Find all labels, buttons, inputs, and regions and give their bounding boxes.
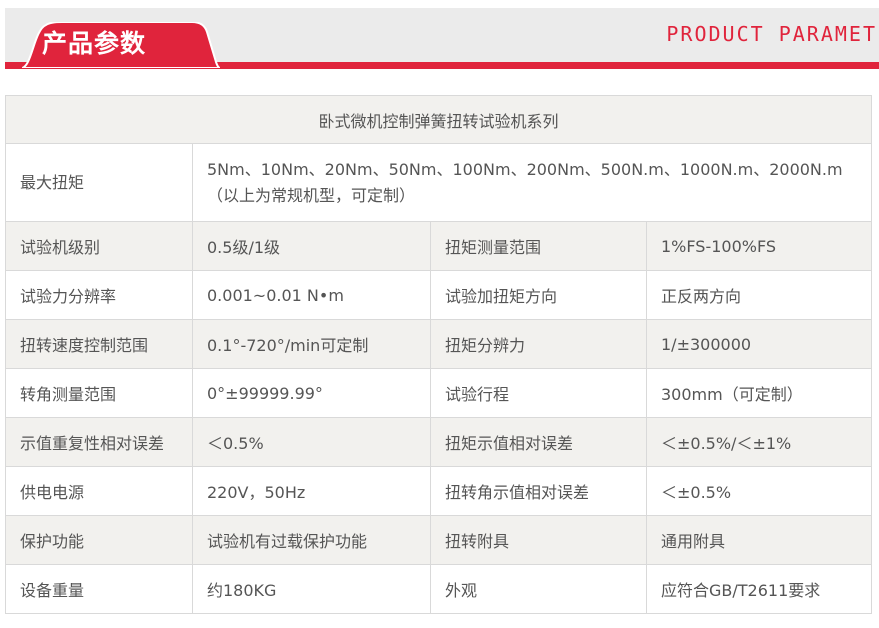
spec-label: 外观 xyxy=(430,564,647,614)
table-row: 设备重量 约180KG 外观 应符合GB/T2611要求 xyxy=(5,564,872,614)
spec-label: 扭转速度控制范围 xyxy=(5,319,193,369)
table-row: 示值重复性相对误差 ＜0.5% 扭矩示值相对误差 ＜±0.5%/＜±1% xyxy=(5,417,872,467)
spec-value: 0°±99999.99° xyxy=(192,368,431,418)
table-row: 保护功能 试验机有过载保护功能 扭转附具 通用附具 xyxy=(5,515,872,565)
table-row: 试验力分辨率 0.001~0.01 N•m 试验加扭矩方向 正反两方向 xyxy=(5,270,872,320)
spec-value: 300mm（可定制） xyxy=(646,368,872,418)
spec-label: 试验力分辨率 xyxy=(5,270,193,320)
section-title: 产品参数 xyxy=(42,29,147,58)
table-row: 供电电源 220V，50Hz 扭转角示值相对误差 ＜±0.5% xyxy=(5,466,872,516)
spec-label: 最大扭矩 xyxy=(5,143,193,222)
table-row: 试验机级别 0.5级/1级 扭矩测量范围 1%FS-100%FS xyxy=(5,221,872,271)
spec-value: 0.001~0.01 N•m xyxy=(192,270,431,320)
spec-label: 扭转附具 xyxy=(430,515,647,565)
spec-value: ＜±0.5%/＜±1% xyxy=(646,417,872,467)
spec-label: 保护功能 xyxy=(5,515,193,565)
spec-label: 供电电源 xyxy=(5,466,193,516)
spec-label: 试验机级别 xyxy=(5,221,193,271)
spec-value: 0.1°-720°/min可定制 xyxy=(192,319,431,369)
spec-value: ＜0.5% xyxy=(192,417,431,467)
spec-label: 扭矩测量范围 xyxy=(430,221,647,271)
spec-value: ＜±0.5% xyxy=(646,466,872,516)
spec-label: 扭转角示值相对误差 xyxy=(430,466,647,516)
spec-label: 设备重量 xyxy=(5,564,193,614)
spec-value: 试验机有过载保护功能 xyxy=(192,515,431,565)
spec-value: 1/±300000 xyxy=(646,319,872,369)
spec-value: 应符合GB/T2611要求 xyxy=(646,564,872,614)
spec-label: 转角测量范围 xyxy=(5,368,193,418)
spec-label: 示值重复性相对误差 xyxy=(5,417,193,467)
table-row: 转角测量范围 0°±99999.99° 试验行程 300mm（可定制） xyxy=(5,368,872,418)
spec-label: 试验加扭矩方向 xyxy=(430,270,647,320)
table-row: 扭转速度控制范围 0.1°-720°/min可定制 扭矩分辨力 1/±300000 xyxy=(5,319,872,369)
spec-value: 5Nm、10Nm、20Nm、50Nm、100Nm、200Nm、500N.m、10… xyxy=(192,143,872,222)
spec-value: 通用附具 xyxy=(646,515,872,565)
spec-label: 扭矩分辨力 xyxy=(430,319,647,369)
spec-label: 扭矩示值相对误差 xyxy=(430,417,647,467)
header-tab-shape xyxy=(22,22,220,68)
max-torque-values: 5Nm、10Nm、20Nm、50Nm、100Nm、200Nm、500N.m、10… xyxy=(207,159,843,179)
table-title: 卧式微机控制弹簧扭转试验机系列 xyxy=(5,95,872,144)
spec-value: 0.5级/1级 xyxy=(192,221,431,271)
table-title-row: 卧式微机控制弹簧扭转试验机系列 xyxy=(5,95,872,144)
header-divider xyxy=(5,62,879,69)
spec-table: 卧式微机控制弹簧扭转试验机系列 最大扭矩 5Nm、10Nm、20Nm、50Nm、… xyxy=(5,95,872,614)
spec-value: 正反两方向 xyxy=(646,270,872,320)
section-subtitle-en: PRODUCT PARAMET xyxy=(666,22,877,46)
max-torque-note: （以上为常规机型，可定制） xyxy=(207,185,416,205)
spec-value: 约180KG xyxy=(192,564,431,614)
spec-value: 1%FS-100%FS xyxy=(646,221,872,271)
spec-value: 220V，50Hz xyxy=(192,466,431,516)
table-row: 最大扭矩 5Nm、10Nm、20Nm、50Nm、100Nm、200Nm、500N… xyxy=(5,143,872,222)
spec-label: 试验行程 xyxy=(430,368,647,418)
